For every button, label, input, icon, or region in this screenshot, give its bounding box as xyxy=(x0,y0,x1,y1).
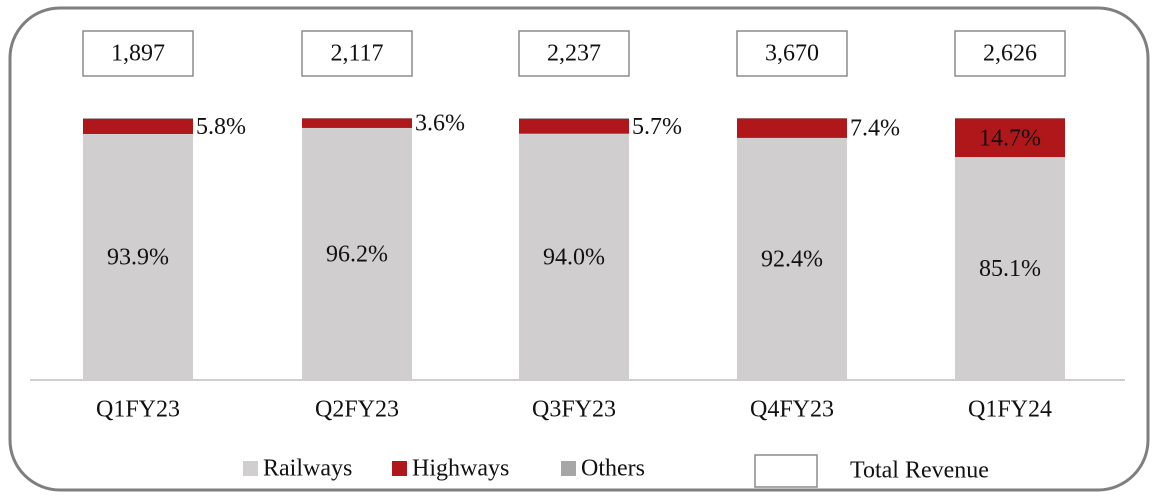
data-label: 92.4% xyxy=(761,246,823,272)
bar-segment xyxy=(737,137,847,380)
bar-segment xyxy=(83,118,193,119)
bar-segment xyxy=(519,133,629,380)
bar-segment xyxy=(83,133,193,380)
data-label: 96.2% xyxy=(326,241,388,267)
data-label: 14.7% xyxy=(979,125,1041,151)
bar-segment xyxy=(737,118,847,138)
data-label: 5.8% xyxy=(196,114,246,140)
bar-segment xyxy=(302,118,412,128)
bar-segment xyxy=(302,118,412,119)
x-tick-label: Q3FY23 xyxy=(532,397,616,423)
total-label: 2,237 xyxy=(547,41,601,67)
legend-swatch xyxy=(754,454,818,488)
x-tick-label: Q4FY23 xyxy=(750,397,834,423)
data-label: 85.1% xyxy=(979,256,1041,282)
legend-label: Others xyxy=(581,456,645,482)
legend-swatch xyxy=(561,461,576,476)
data-label: 7.4% xyxy=(850,116,900,142)
legend-label: Highways xyxy=(412,456,509,482)
data-label: 94.0% xyxy=(543,244,605,270)
bar-segment xyxy=(519,118,629,134)
frame xyxy=(8,6,1150,492)
data-label: 3.6% xyxy=(415,111,465,137)
bar-segment xyxy=(955,157,1065,380)
x-tick-label: Q1FY23 xyxy=(96,397,180,423)
total-box xyxy=(518,30,630,77)
total-label: 1,897 xyxy=(111,41,165,67)
data-label: 5.7% xyxy=(632,114,682,140)
total-box xyxy=(736,30,848,77)
legend-swatch xyxy=(243,461,258,476)
bar-segment xyxy=(302,127,412,381)
total-box xyxy=(301,30,413,77)
total-label: 2,117 xyxy=(330,41,383,67)
bar-segment xyxy=(737,118,847,119)
bar-segment xyxy=(955,118,1065,119)
total-box xyxy=(954,30,1066,77)
legend-label: Total Revenue xyxy=(850,458,989,484)
total-label: 2,626 xyxy=(983,41,1037,67)
legend-label: Railways xyxy=(263,456,352,482)
x-tick-label: Q1FY24 xyxy=(968,397,1052,423)
total-box xyxy=(82,30,194,77)
total-label: 3,670 xyxy=(765,41,819,67)
x-tick-label: Q2FY23 xyxy=(315,397,399,423)
data-label: 93.9% xyxy=(107,244,169,270)
legend-swatch xyxy=(392,461,407,476)
bar-segment xyxy=(83,118,193,134)
bar-segment xyxy=(519,118,629,119)
bar-segment xyxy=(955,118,1065,158)
